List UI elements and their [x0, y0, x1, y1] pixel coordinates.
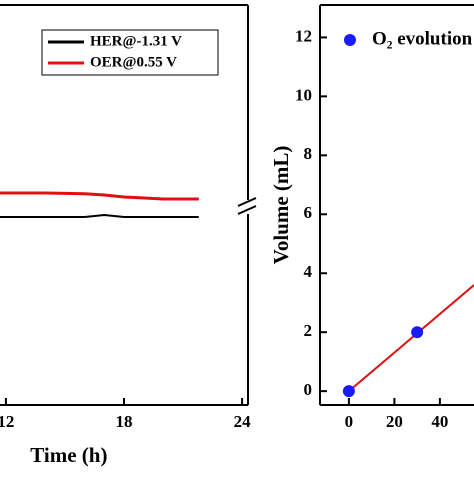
y-tick-label: 8: [304, 144, 313, 163]
x-tick-label: 12: [0, 412, 14, 431]
y-tick-label: 12: [295, 26, 312, 45]
data-line: [0, 213, 199, 218]
data-line: [0, 191, 199, 201]
data-point: [342, 385, 355, 398]
y-axis-label: Volume (mL): [269, 146, 293, 265]
legend-label: HER@-1.31 V: [90, 33, 182, 49]
y-tick-label: 0: [304, 380, 313, 399]
legend-label: OER@0.55 V: [90, 54, 177, 70]
y-tick-label: 4: [304, 262, 313, 281]
x-tick-label: 24: [234, 412, 252, 431]
x-tick-label: 0: [345, 412, 354, 431]
y-tick-label: 2: [304, 321, 313, 340]
axis-break: [237, 197, 258, 215]
legend-box: [41, 29, 219, 76]
y-tick-label: 6: [304, 203, 313, 222]
x-axis-label: Time (h): [30, 443, 107, 467]
x-tick-label: 20: [386, 412, 403, 431]
fit-line: [348, 284, 474, 392]
y-tick-label: 10: [295, 85, 312, 104]
legend-label: O₂ evolution: [372, 28, 473, 49]
legend-marker: [344, 34, 356, 46]
x-tick-label: 18: [116, 412, 133, 431]
x-tick-label: 40: [431, 412, 448, 431]
data-point: [411, 326, 424, 339]
